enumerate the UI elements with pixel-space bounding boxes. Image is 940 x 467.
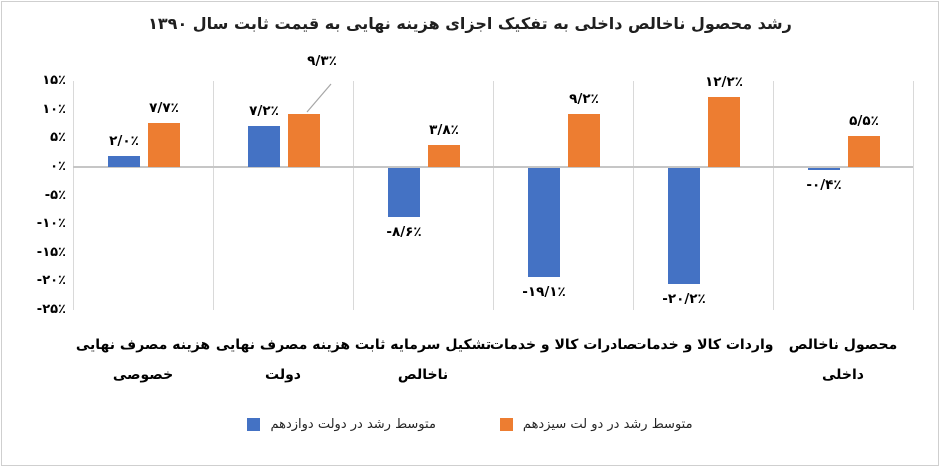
- category-label: صادرات کالا و خدمات: [488, 330, 638, 360]
- category-label: محصول ناخالص داخلی: [768, 330, 918, 390]
- category-label-line: تشکیل سرمایه ثابت: [354, 337, 492, 353]
- y-axis-label: -۲۰٪: [36, 273, 66, 289]
- category-label-line: هزینه مصرف نهایی: [215, 337, 351, 353]
- category-label: تشکیل سرمایه ثابت ناخالص: [348, 330, 498, 390]
- bar-gov13-cat5: [708, 97, 740, 167]
- y-axis-label: -۵٪: [44, 187, 66, 203]
- chart-title: رشد محصول ناخالص داخلی به تفکیک اجزای هز…: [148, 14, 792, 33]
- category-label-line: هزینه مصرف نهایی: [75, 337, 211, 353]
- zero-axis-line: [73, 166, 913, 168]
- bar-value-label: ۳/۸٪: [429, 122, 459, 139]
- category-separator-line: [213, 81, 214, 310]
- bar-gov13-cat3: [428, 145, 460, 167]
- bar-value-label: ۹/۳٪: [307, 53, 337, 69]
- legend-label-gov13: متوسط رشد در دو لت سیزدهم: [522, 417, 693, 432]
- legend-swatch-blue: [247, 418, 261, 431]
- category-label-line: خصوصی: [112, 367, 174, 383]
- y-axis-label: -۱۵٪: [36, 244, 66, 260]
- y-axis-label: ۱۵٪: [42, 73, 66, 89]
- category-label: هزینه مصرف نهایی دولت: [208, 330, 358, 390]
- bar-gov13-cat4: [568, 114, 600, 167]
- y-axis-label: -۱۰٪: [36, 216, 66, 232]
- y-axis-label: ۵٪: [50, 130, 66, 146]
- category-separator-line: [493, 81, 494, 310]
- category-label-line: واردات کالا و خدمات: [632, 337, 774, 353]
- category-label: واردات کالا و خدمات: [628, 330, 778, 360]
- category-separator-line: [633, 81, 634, 310]
- legend-label-gov12: متوسط رشد در دولت دوازدهم: [270, 417, 436, 432]
- bar-gov13-cat6: [848, 135, 880, 167]
- bar-value-label: -۲۰/۲٪: [662, 290, 706, 307]
- category-separator-line: [773, 81, 774, 310]
- bar-value-label: -۱۹/۱٪: [522, 284, 566, 301]
- bar-value-label: ۵/۵٪: [849, 112, 879, 129]
- bar-value-label: ۱۲/۲٪: [705, 74, 743, 91]
- y-axis-label: ۱۰٪: [42, 101, 66, 117]
- bar-gov13-cat2: [288, 113, 320, 167]
- category-label-line: صادرات کالا و خدمات: [489, 337, 637, 353]
- bar-gov12-cat3: [388, 168, 420, 218]
- bar-value-label: ۷/۲٪: [249, 102, 279, 119]
- legend: متوسط رشد در دولت دوازدهم متوسط رشد در د…: [0, 417, 940, 432]
- category-label-line: دولت: [265, 367, 301, 383]
- legend-swatch-orange: [499, 418, 513, 431]
- category-separator-line: [353, 81, 354, 310]
- bar-gov12-cat2: [248, 125, 280, 167]
- y-axis-label: -۲۵٪: [36, 302, 66, 317]
- bar-value-label: ۲/۰٪: [109, 132, 139, 149]
- category-label: هزینه مصرف نهایی خصوصی: [68, 330, 218, 390]
- y-axis-line: [73, 81, 74, 310]
- category-separator-line: [913, 81, 914, 310]
- bar-value-label: ۹/۲٪: [569, 91, 599, 108]
- bar-gov12-cat5: [668, 168, 700, 284]
- bar-gov13-cat1: [148, 122, 180, 167]
- category-label-line: محصول ناخالص: [788, 337, 898, 353]
- bar-gov12-cat1: [108, 155, 140, 167]
- legend-item-gov13: متوسط رشد در دو لت سیزدهم: [499, 417, 693, 432]
- bar-value-label: -۸/۶٪: [386, 224, 422, 241]
- legend-item-gov12: متوسط رشد در دولت دوازدهم: [247, 417, 436, 432]
- category-label-line: داخلی: [822, 367, 864, 383]
- category-label-line: ناخالص: [397, 367, 449, 383]
- y-axis-label: ۰٪: [50, 159, 66, 174]
- bar-value-label: ۷/۷٪: [149, 99, 179, 116]
- bar-value-label: -۰/۴٪: [806, 177, 842, 194]
- bar-gov12-cat4: [528, 168, 560, 278]
- bar-gov12-cat6: [808, 168, 840, 171]
